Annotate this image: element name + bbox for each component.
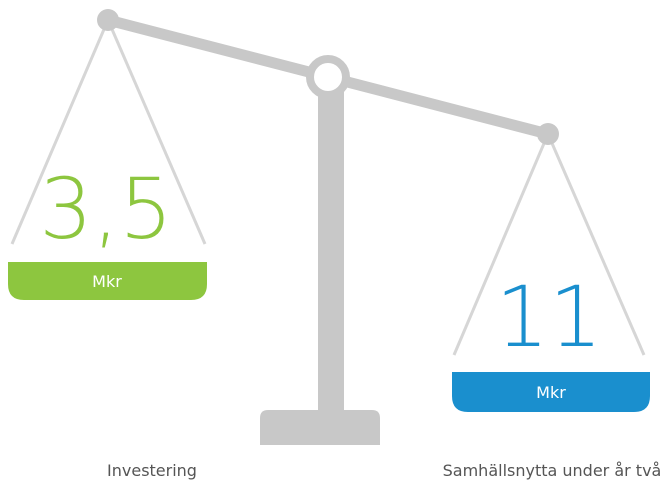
- left-caption: Investering: [107, 461, 197, 480]
- pivot: [310, 59, 346, 95]
- base: [260, 410, 380, 445]
- right-unit: Mkr: [536, 383, 566, 402]
- beam-end: [537, 123, 559, 145]
- right-caption: Samhällsnytta under år två: [443, 461, 662, 480]
- right-value: 11: [496, 268, 603, 366]
- left-value: 3,5: [39, 160, 173, 258]
- pillar: [318, 90, 344, 412]
- left-unit: Mkr: [92, 272, 122, 291]
- balance-scale: 3,5 Mkr 11 Mkr Investering Samhällsnytta…: [0, 0, 672, 486]
- beam-end: [97, 9, 119, 31]
